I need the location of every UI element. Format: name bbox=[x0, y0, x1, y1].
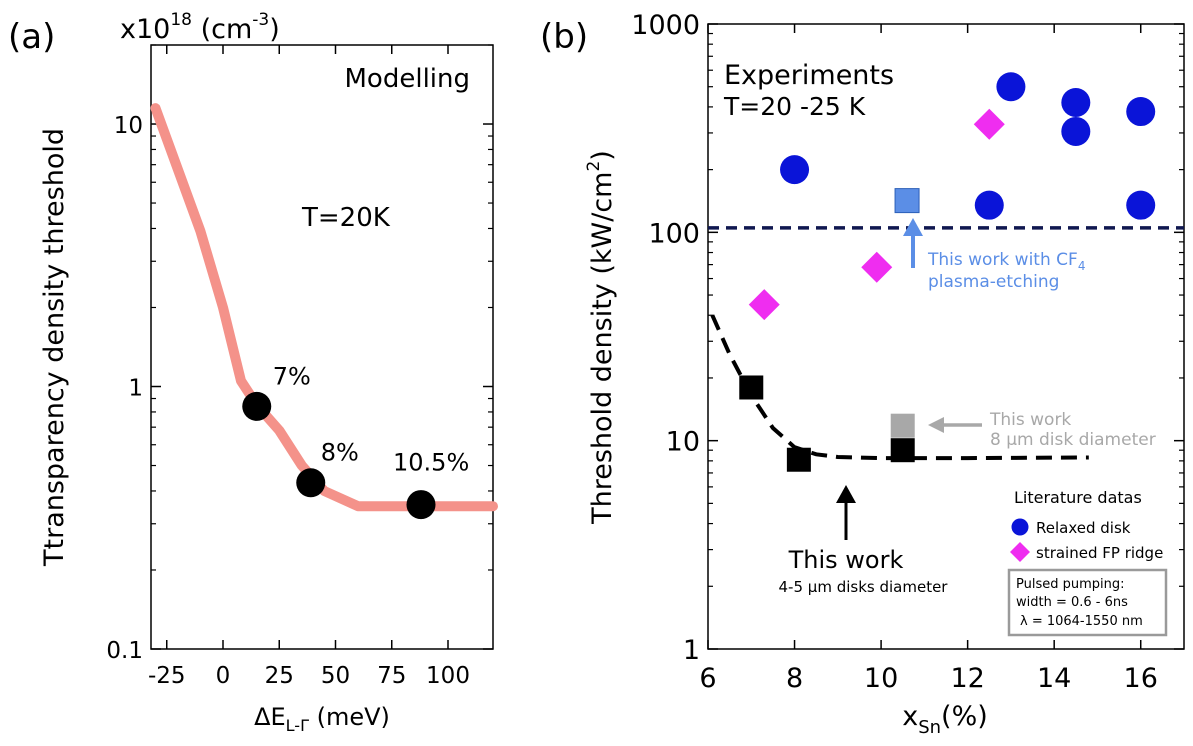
panel-b-x-tick-label: 12 bbox=[950, 663, 984, 694]
panel-a-point-labels: 7% 8% 10.5% bbox=[273, 362, 470, 476]
panel-a-marks bbox=[150, 103, 498, 520]
panel-b-x-tick-label: 10 bbox=[864, 663, 898, 694]
legend-title: Literature datas bbox=[1014, 488, 1142, 507]
data-point bbox=[296, 468, 326, 498]
transparency-threshold-curve bbox=[150, 103, 498, 512]
panel-a-x-tick-label: 0 bbox=[216, 663, 231, 689]
data-point-label: 10.5% bbox=[393, 449, 469, 477]
panel-a-label: (a) bbox=[8, 17, 55, 57]
relaxed-disk-point bbox=[974, 190, 1004, 220]
panel-b-x-tick-label: 16 bbox=[1124, 663, 1158, 694]
panel-b-plot-frame bbox=[707, 23, 1185, 650]
this-work-point bbox=[890, 413, 915, 438]
panel-b-label: (b) bbox=[540, 17, 588, 57]
cf4-arrow-head bbox=[903, 218, 923, 236]
panel-b-y-tick-label: 100 bbox=[648, 218, 700, 249]
pump-box-line2: width = 0.6 - 6ns bbox=[1016, 595, 1128, 610]
data-point bbox=[406, 490, 436, 520]
panel-b-y-axis-label: Threshold density (kW/cm2) bbox=[584, 150, 618, 525]
panel-b-y-tick-label: 1000 bbox=[631, 10, 700, 41]
panel-b-y-tick-label: 1 bbox=[683, 635, 700, 666]
thiswork-arrow-head bbox=[836, 485, 856, 503]
panel-b-x-tick-label: 8 bbox=[786, 663, 803, 694]
cf4-annotation-line1: This work with CF4 bbox=[927, 250, 1085, 273]
strained-fp-ridge-point bbox=[973, 108, 1005, 140]
disk8-annotation-line2: 8 µm disk diameter bbox=[990, 430, 1156, 450]
relaxed-disk-point bbox=[1061, 116, 1091, 146]
pump-box-line1: Pulsed pumping: bbox=[1016, 577, 1125, 592]
legend-label-strained-fp-ridge: strained FP ridge bbox=[1036, 544, 1163, 562]
panel-b-temperature-label: T=20 -25 K bbox=[723, 92, 866, 121]
panel-a-x-axis-label: ΔEL-Γ (meV) bbox=[254, 703, 390, 735]
panel-b-ticks bbox=[707, 23, 1184, 650]
cf4-annotation-line2: plasma-etching bbox=[928, 272, 1059, 292]
data-point bbox=[242, 391, 272, 421]
thiswork-annotation: This work 4-5 µm disks diameter bbox=[779, 485, 949, 596]
relaxed-disk-point bbox=[1126, 97, 1156, 127]
experiments-label: Experiments bbox=[724, 60, 894, 91]
panel-b-x-tick-label: 14 bbox=[1037, 663, 1071, 694]
legend-marker-relaxed-disk bbox=[1011, 518, 1029, 536]
panel-b-tick-labels: 6 8 10 12 14 16 1 10 100 1000 bbox=[631, 10, 1158, 694]
panel-b-x-tick-label: 6 bbox=[699, 663, 716, 694]
legend-marker-strained-fp-ridge bbox=[1010, 542, 1030, 562]
this-work-point bbox=[890, 438, 915, 463]
panel-b-y-tick-label: 10 bbox=[666, 427, 700, 458]
relaxed-disk-point bbox=[780, 155, 810, 185]
panel-b: (b) 6 8 10 12 14 16 1 10 100 1000 Experiments T=2… bbox=[540, 10, 1185, 738]
this-work-point bbox=[894, 188, 920, 214]
this-work-trend-curve bbox=[710, 314, 1089, 461]
panel-a-y-axis-label: Ttransparency density threshold bbox=[39, 128, 70, 567]
pump-box-frame bbox=[1007, 568, 1168, 637]
panel-a-plot-frame bbox=[150, 44, 494, 650]
cf4-annotation: This work with CF4 plasma-etching bbox=[903, 218, 1085, 292]
panel-a-ticks bbox=[151, 44, 493, 650]
panel-a-y-tick-label: 1 bbox=[128, 376, 143, 402]
thiswork-main-label: This work bbox=[788, 546, 904, 574]
relaxed-disk-point bbox=[1126, 190, 1156, 220]
panel-a-temperature-label: T=20K bbox=[301, 203, 391, 233]
this-work-point bbox=[786, 447, 811, 472]
disk8-annotation-line1: This work bbox=[989, 410, 1071, 430]
strained-fp-ridge-point bbox=[861, 251, 893, 283]
panel-a-x-tick-label: 100 bbox=[426, 663, 470, 689]
panel-a: (a) x1018 (cm-3) -25 0 25 50 75 100 0.1 1 10 7% 8… bbox=[8, 10, 498, 735]
panel-a-scale-note: x1018 (cm-3) bbox=[120, 10, 280, 45]
this-work-point bbox=[739, 375, 764, 400]
legend-label-relaxed-disk: Relaxed disk bbox=[1036, 519, 1131, 537]
panel-a-x-tick-label: 25 bbox=[265, 663, 294, 689]
panel-a-x-tick-label: 50 bbox=[321, 663, 350, 689]
panel-a-tick-labels: -25 0 25 50 75 100 0.1 1 10 bbox=[106, 113, 470, 689]
disk8-annotation: This work 8 µm disk diameter bbox=[928, 410, 1156, 450]
strained-fp-ridge-point bbox=[748, 289, 780, 321]
data-point-label: 8% bbox=[321, 439, 359, 467]
data-point-label: 7% bbox=[273, 362, 311, 390]
panel-b-marks bbox=[708, 72, 1184, 472]
panel-a-y-tick-label: 0.1 bbox=[106, 638, 143, 664]
legend: Literature datas Relaxed disk strained F… bbox=[1010, 488, 1163, 562]
pump-box-line3: λ = 1064-1550 nm bbox=[1020, 614, 1143, 629]
relaxed-disk-point bbox=[1061, 87, 1091, 117]
panel-b-x-axis-label: xSn(%) bbox=[902, 701, 988, 738]
panel-a-x-tick-label: 75 bbox=[377, 663, 406, 689]
panel-a-y-tick-label: 10 bbox=[114, 113, 143, 139]
modelling-label: Modelling bbox=[345, 64, 471, 94]
pump-box: Pulsed pumping: width = 0.6 - 6ns λ = 10… bbox=[1007, 568, 1168, 637]
relaxed-disk-point bbox=[996, 72, 1026, 102]
disk8-arrow-head bbox=[928, 417, 944, 433]
thiswork-sub-label: 4-5 µm disks diameter bbox=[779, 578, 949, 596]
panel-a-x-tick-label: -25 bbox=[148, 663, 186, 689]
